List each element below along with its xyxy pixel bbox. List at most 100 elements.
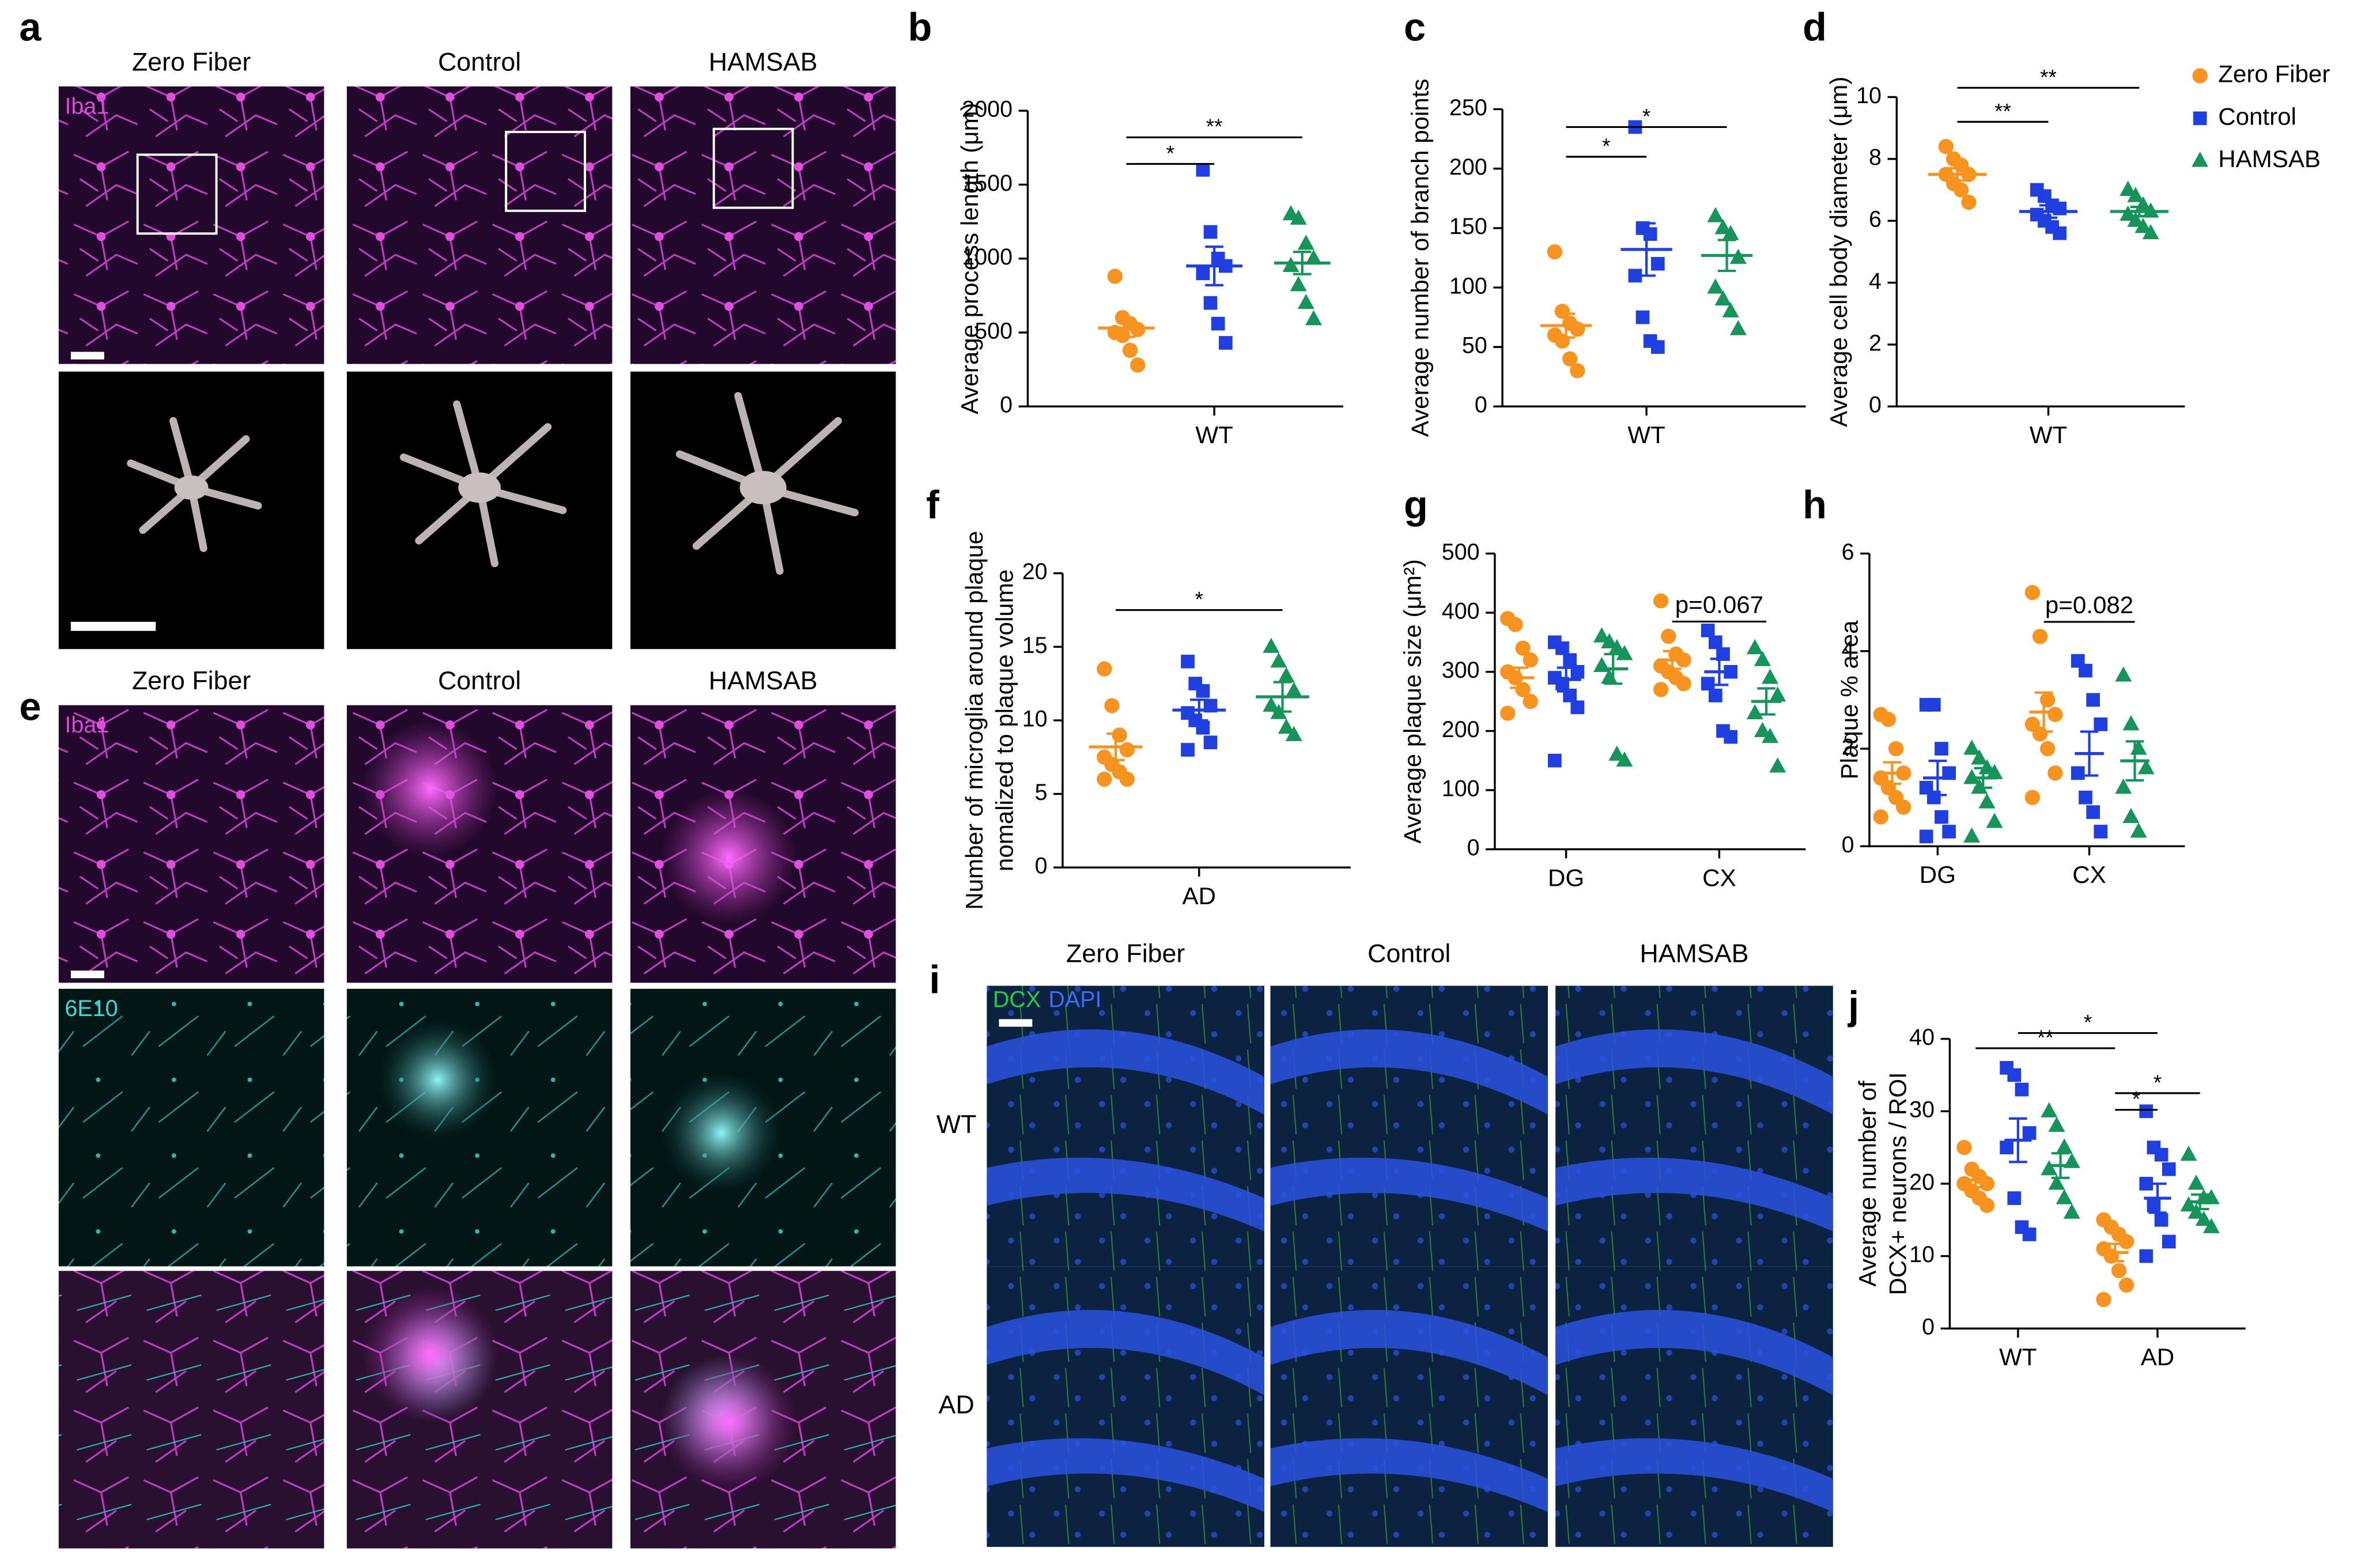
error-bar bbox=[1205, 246, 1223, 286]
data-point bbox=[2118, 1234, 2135, 1249]
x-tick-label: DG bbox=[1548, 864, 1584, 891]
data-point bbox=[1935, 742, 1948, 756]
y-axis-label: Number of microglia around plaque bbox=[961, 531, 988, 909]
y-tick-label: 6 bbox=[1869, 207, 1882, 232]
granule-layer bbox=[1555, 1310, 1833, 1396]
y-tick-label: 5 bbox=[1035, 780, 1048, 805]
micrograph bbox=[630, 86, 896, 364]
significance-label: * bbox=[2154, 1071, 2162, 1094]
granule-layer bbox=[987, 1438, 1264, 1512]
data-point bbox=[1701, 624, 1715, 637]
data-point bbox=[2000, 1140, 2013, 1154]
x-tick-label: AD bbox=[1183, 882, 1216, 909]
granule-layer bbox=[1270, 1310, 1548, 1396]
y-tick-label: 2 bbox=[1842, 735, 1854, 760]
data-point bbox=[1563, 653, 1577, 667]
data-point bbox=[2122, 715, 2140, 731]
data-point bbox=[1709, 689, 1722, 703]
data-point bbox=[1707, 278, 1724, 294]
y-tick-label: 50 bbox=[1462, 333, 1487, 358]
panel-letter: j bbox=[1847, 984, 1859, 1028]
significance-label: * bbox=[1195, 587, 1203, 611]
data-point bbox=[1119, 771, 1135, 787]
data-point bbox=[1986, 813, 2003, 828]
data-point bbox=[1097, 771, 1112, 787]
data-point bbox=[1297, 293, 1314, 309]
x-tick-label: WT bbox=[1999, 1343, 2037, 1370]
data-point bbox=[1608, 745, 1626, 761]
cell-render bbox=[127, 417, 262, 552]
data-point bbox=[1880, 712, 1896, 727]
y-tick-label: 10 bbox=[1856, 83, 1882, 108]
micrograph bbox=[1270, 985, 1548, 1267]
y-tick-label: 150 bbox=[1449, 214, 1487, 239]
legend-label: Control bbox=[2218, 103, 2296, 130]
column-header: Control bbox=[438, 48, 521, 76]
y-tick-label: 4 bbox=[1842, 637, 1854, 662]
y-tick-label: 1000 bbox=[962, 244, 1013, 270]
x-tick-label: CX bbox=[2072, 861, 2106, 888]
data-point bbox=[2115, 779, 2132, 794]
data-point bbox=[1754, 651, 1771, 666]
column-header: Zero Fiber bbox=[132, 48, 251, 76]
data-point bbox=[2056, 1138, 2073, 1154]
data-point bbox=[1628, 269, 1642, 283]
data-point bbox=[1729, 320, 1747, 335]
data-point bbox=[2007, 1068, 2022, 1082]
data-point bbox=[1746, 704, 1763, 720]
data-point bbox=[2007, 1191, 2022, 1205]
data-point bbox=[1515, 640, 1531, 656]
error-bar bbox=[2034, 691, 2053, 733]
data-point bbox=[1211, 316, 1225, 331]
data-point bbox=[2041, 1102, 2058, 1117]
data-point bbox=[2139, 1249, 2154, 1263]
channel-label: Iba1 bbox=[65, 712, 109, 738]
data-point bbox=[1919, 829, 1933, 844]
data-point bbox=[2193, 111, 2207, 126]
granule-layer bbox=[987, 1029, 1264, 1115]
error-bar bbox=[2039, 204, 2058, 219]
y-axis-label: nomalized to plaque volume bbox=[991, 569, 1018, 871]
data-point bbox=[2053, 201, 2067, 216]
data-point bbox=[2162, 1162, 2176, 1176]
error-bar bbox=[1510, 666, 1528, 689]
data-point bbox=[1963, 739, 1981, 755]
data-point bbox=[1635, 310, 1650, 324]
significance-label: * bbox=[2084, 1011, 2092, 1034]
error-bar bbox=[1273, 681, 1292, 713]
error-bar bbox=[1663, 649, 1682, 670]
granule-layer bbox=[1270, 1029, 1548, 1115]
x-tick-label: CX bbox=[1702, 864, 1736, 891]
data-point bbox=[1888, 741, 1904, 757]
data-point bbox=[2130, 822, 2147, 838]
data-point bbox=[1547, 244, 1563, 260]
panel-letter: h bbox=[1803, 484, 1827, 527]
error-bar bbox=[1710, 658, 1729, 686]
error-bar bbox=[2125, 740, 2144, 782]
data-point bbox=[2096, 1291, 2111, 1308]
micrograph bbox=[1270, 1266, 1548, 1547]
microglia-cluster bbox=[362, 1286, 498, 1423]
scale-bar bbox=[70, 970, 104, 979]
data-point bbox=[1305, 310, 1322, 326]
data-point bbox=[1122, 342, 1138, 358]
data-point bbox=[2079, 790, 2092, 805]
data-point bbox=[1555, 641, 1569, 655]
data-point bbox=[1270, 652, 1287, 668]
legend-label: Zero Fiber bbox=[2218, 61, 2330, 88]
data-point bbox=[2122, 807, 2140, 824]
microglia-cluster bbox=[362, 720, 498, 857]
y-tick-label: 100 bbox=[1449, 273, 1487, 299]
data-point bbox=[1716, 647, 1730, 661]
inset-box bbox=[136, 153, 218, 235]
y-axis-label: Average cell body diameter (μm) bbox=[1825, 77, 1852, 427]
data-point bbox=[2024, 585, 2040, 601]
y-tick-label: 0 bbox=[1035, 853, 1048, 879]
granule-layer bbox=[987, 1157, 1264, 1232]
data-point bbox=[1119, 742, 1135, 758]
column-header: HAMSAB bbox=[709, 667, 818, 695]
data-point bbox=[1130, 357, 1146, 373]
significance-label: p=0.067 bbox=[1675, 591, 1763, 618]
data-point bbox=[2071, 766, 2085, 780]
y-tick-label: 20 bbox=[1909, 1169, 1935, 1195]
